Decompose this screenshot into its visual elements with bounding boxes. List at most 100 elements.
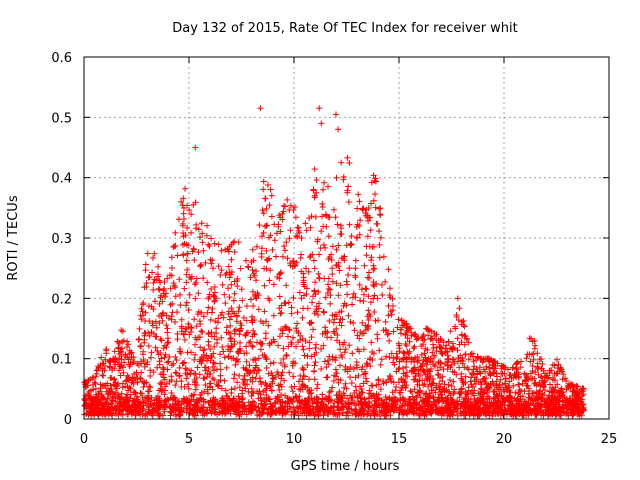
data-point — [136, 336, 143, 343]
data-point — [359, 319, 366, 326]
data-point — [181, 285, 188, 292]
data-point — [222, 387, 229, 394]
data-point — [108, 386, 115, 393]
data-point — [276, 396, 283, 403]
data-point — [445, 339, 452, 346]
data-point — [326, 389, 333, 396]
data-point — [337, 346, 344, 353]
data-point — [406, 338, 413, 345]
data-point — [300, 372, 307, 379]
data-point — [348, 233, 355, 240]
data-point — [524, 351, 531, 358]
data-point — [222, 300, 229, 307]
data-point — [147, 384, 154, 391]
data-point — [548, 367, 555, 374]
data-point — [513, 360, 520, 367]
data-point — [263, 205, 270, 212]
data-point — [121, 399, 128, 406]
y-axis-label: ROTI / TECUs — [6, 195, 21, 280]
data-point — [134, 378, 141, 385]
data-point — [262, 335, 269, 342]
data-point — [325, 183, 332, 190]
data-point — [385, 404, 392, 411]
data-point — [284, 395, 291, 402]
data-point — [325, 281, 332, 288]
data-point — [207, 345, 214, 352]
data-point — [366, 275, 373, 282]
y-tick-label: 0.1 — [51, 353, 72, 368]
data-point — [408, 329, 415, 336]
data-point — [344, 281, 351, 288]
data-point — [453, 401, 460, 408]
data-point — [302, 397, 309, 404]
data-point — [383, 328, 390, 335]
data-point — [142, 400, 149, 407]
data-point — [280, 202, 287, 209]
data-point — [359, 405, 366, 412]
data-point — [211, 360, 218, 367]
data-point — [313, 349, 320, 356]
data-point — [365, 316, 372, 323]
data-point — [367, 299, 374, 306]
data-point — [535, 404, 542, 411]
data-point — [458, 370, 465, 377]
data-point — [362, 368, 369, 375]
data-point — [228, 390, 235, 397]
data-point — [333, 262, 340, 269]
data-point — [524, 382, 531, 389]
data-point — [195, 290, 202, 297]
data-point — [130, 401, 137, 408]
data-point — [291, 204, 298, 211]
data-point — [460, 381, 467, 388]
data-point — [335, 126, 342, 133]
data-point — [228, 269, 235, 276]
data-point — [497, 399, 504, 406]
data-point — [160, 309, 167, 316]
data-point — [168, 313, 175, 320]
data-point — [428, 328, 435, 335]
data-point — [155, 351, 162, 358]
data-point — [461, 341, 468, 348]
chart-title: Day 132 of 2015, Rate Of TEC Index for r… — [172, 21, 518, 36]
data-point — [175, 216, 182, 223]
data-point — [437, 383, 444, 390]
data-point — [287, 227, 294, 234]
data-point — [453, 313, 460, 320]
data-point — [465, 339, 472, 346]
data-point — [555, 361, 562, 368]
data-point — [292, 233, 299, 240]
data-point — [459, 360, 466, 367]
data-point — [439, 395, 446, 402]
data-point — [169, 396, 176, 403]
data-point — [330, 206, 337, 213]
data-point — [487, 371, 494, 378]
data-point — [118, 327, 125, 334]
data-point — [146, 332, 153, 339]
data-point — [442, 349, 449, 356]
data-point — [409, 408, 416, 415]
data-point — [235, 348, 242, 355]
data-point — [470, 350, 477, 357]
data-point — [297, 255, 304, 262]
data-point — [534, 381, 541, 388]
data-point — [174, 330, 181, 337]
data-point — [505, 384, 512, 391]
data-point — [385, 330, 392, 337]
data-point — [225, 263, 232, 270]
data-point — [360, 298, 367, 305]
data-point — [311, 376, 318, 383]
data-point — [226, 294, 233, 301]
data-point — [506, 372, 513, 379]
y-tick-label: 0.4 — [51, 172, 72, 187]
data-point — [311, 194, 318, 201]
data-point — [230, 398, 237, 405]
data-point — [132, 412, 139, 419]
data-point — [236, 384, 243, 391]
data-point — [455, 358, 462, 365]
data-point — [176, 401, 183, 408]
data-point — [102, 396, 109, 403]
data-point — [322, 324, 329, 331]
data-point — [149, 269, 156, 276]
data-point — [580, 386, 587, 393]
data-point — [380, 253, 387, 260]
